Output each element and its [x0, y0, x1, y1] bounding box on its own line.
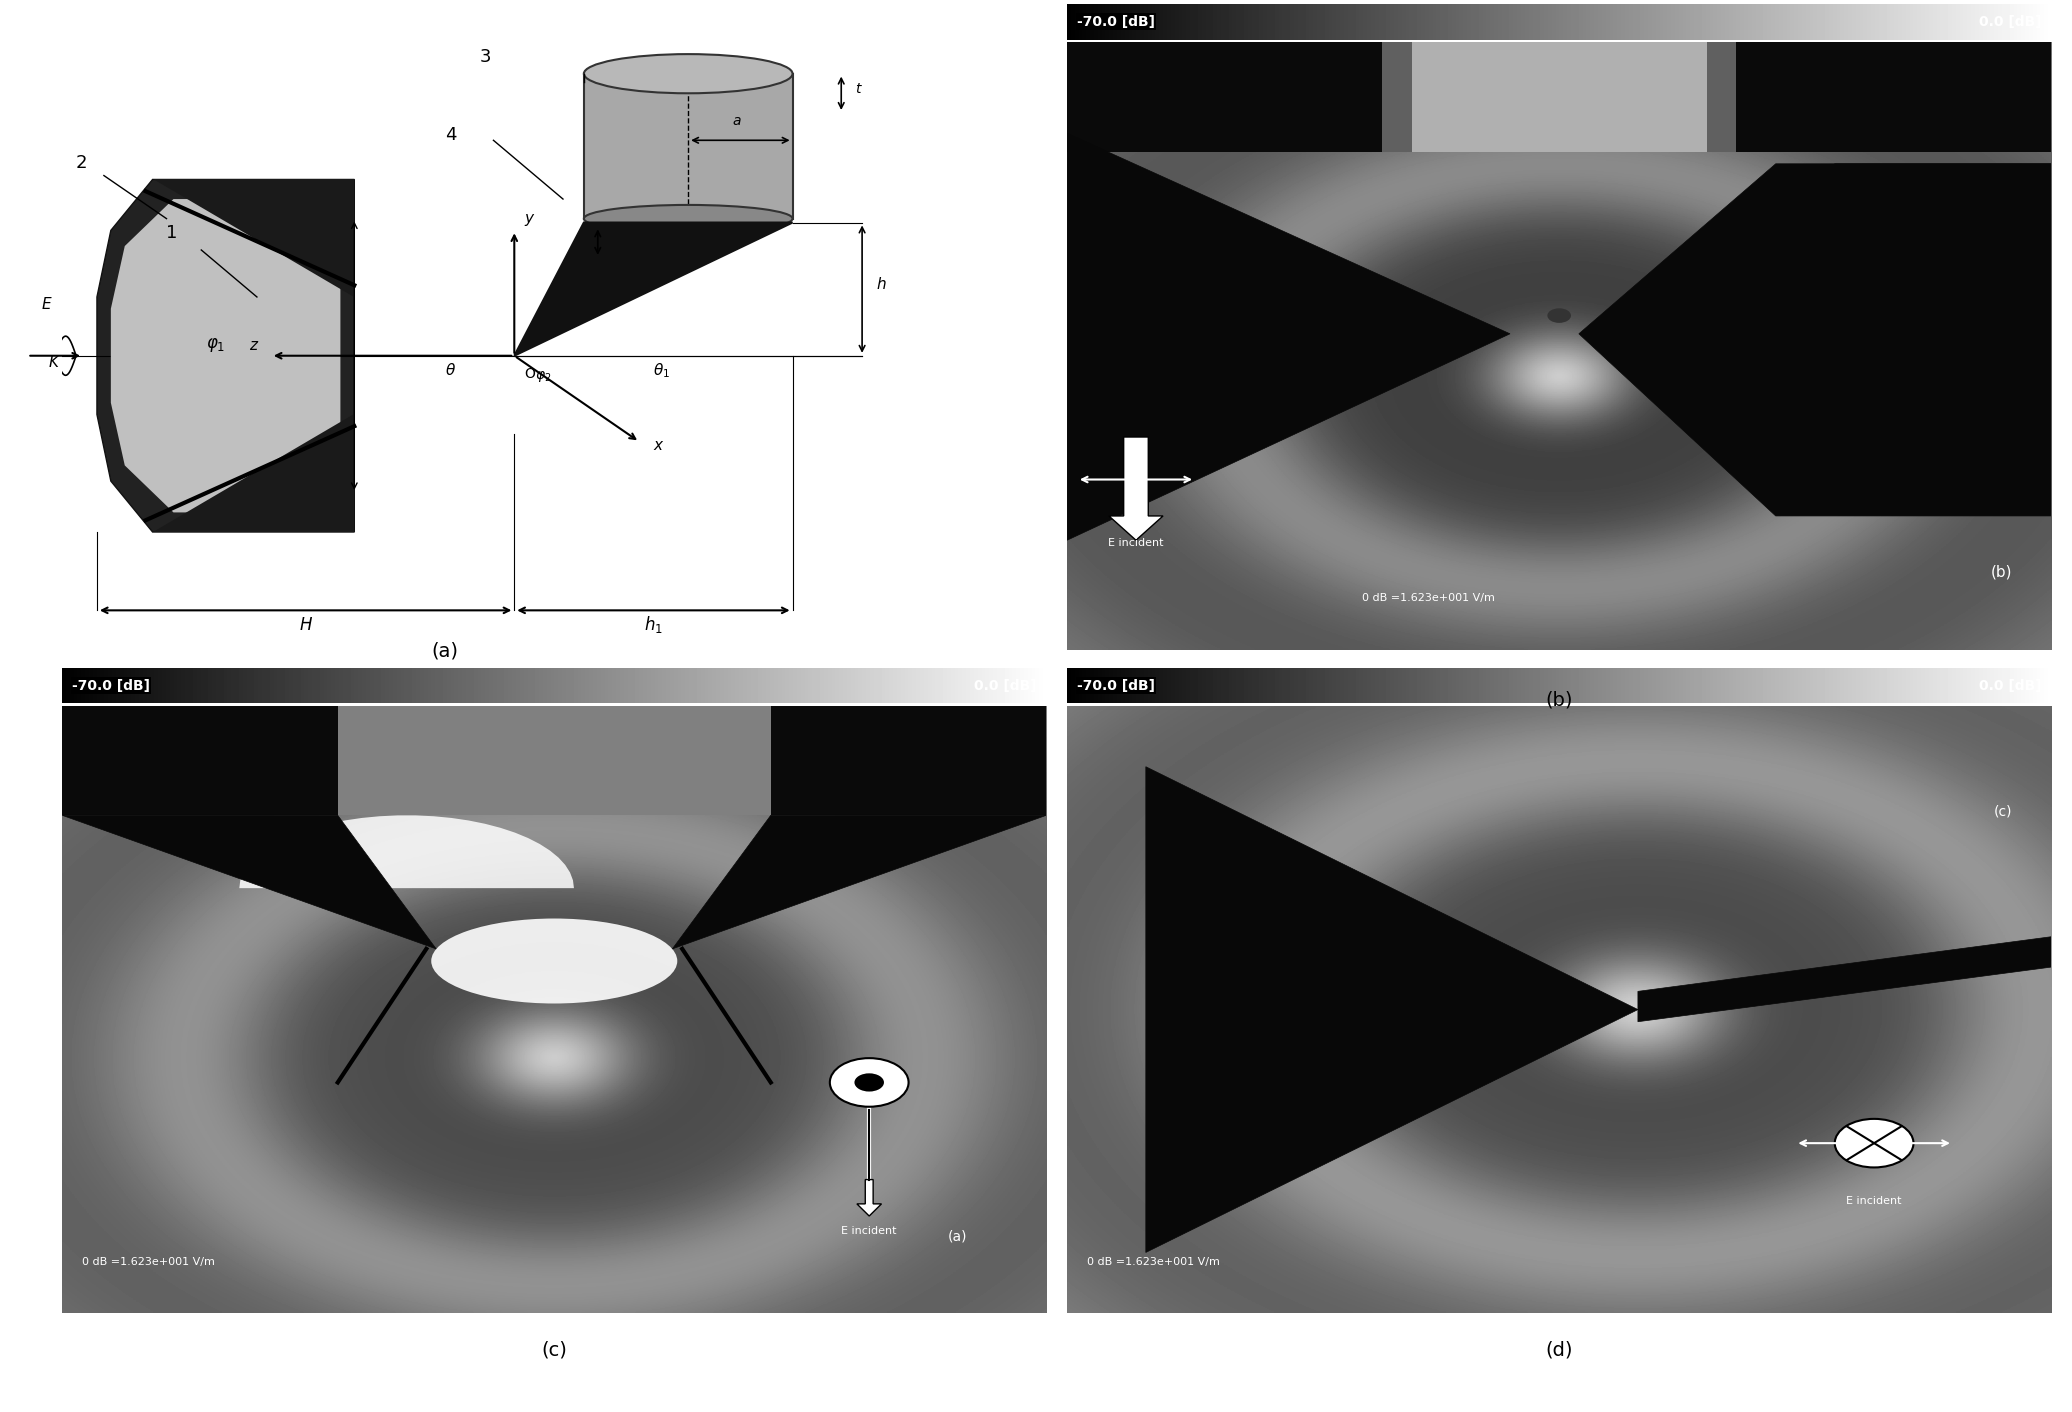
- Text: K: K: [48, 356, 58, 370]
- Text: (c): (c): [541, 1340, 568, 1360]
- Circle shape: [829, 1058, 908, 1107]
- Text: 0 dB =1.623e+001 V/m: 0 dB =1.623e+001 V/m: [1086, 1257, 1220, 1267]
- Text: 2: 2: [77, 154, 87, 172]
- Polygon shape: [338, 706, 771, 815]
- Text: E incident: E incident: [1846, 1196, 1902, 1206]
- Text: h: h: [876, 277, 885, 292]
- Text: 0 dB =1.623e+001 V/m: 0 dB =1.623e+001 V/m: [1363, 593, 1496, 603]
- Polygon shape: [1382, 42, 1736, 151]
- Polygon shape: [1146, 767, 1639, 1252]
- Polygon shape: [153, 415, 354, 532]
- Polygon shape: [514, 223, 792, 356]
- Polygon shape: [112, 199, 340, 513]
- Polygon shape: [1639, 164, 2051, 333]
- Text: 1: 1: [166, 225, 178, 243]
- Text: (a): (a): [949, 1230, 968, 1244]
- Polygon shape: [584, 73, 792, 219]
- Ellipse shape: [584, 54, 792, 93]
- Text: 0 dB =1.623e+001 V/m: 0 dB =1.623e+001 V/m: [83, 1257, 215, 1267]
- Text: (a): (a): [431, 641, 458, 661]
- Text: -70.0 [dB]: -70.0 [dB]: [73, 679, 149, 692]
- Text: -70.0 [dB]: -70.0 [dB]: [1077, 16, 1154, 28]
- Polygon shape: [238, 815, 702, 888]
- Text: t: t: [856, 82, 860, 96]
- Text: y: y: [524, 210, 535, 226]
- Text: $h_1$: $h_1$: [644, 614, 663, 635]
- Text: z: z: [249, 337, 257, 353]
- Polygon shape: [1639, 936, 2051, 1022]
- Polygon shape: [62, 706, 1046, 815]
- Ellipse shape: [431, 919, 678, 1004]
- Text: $\theta$: $\theta$: [445, 363, 456, 378]
- Text: $\varphi_1$: $\varphi_1$: [205, 336, 226, 354]
- Polygon shape: [671, 815, 1046, 949]
- Text: E incident: E incident: [841, 1226, 897, 1237]
- Text: (d): (d): [1546, 1340, 1573, 1360]
- Text: 0.0 [dB]: 0.0 [dB]: [974, 679, 1036, 692]
- Text: (c): (c): [1993, 805, 2012, 819]
- Text: $\theta_1$: $\theta_1$: [653, 361, 671, 380]
- Text: (b): (b): [1991, 565, 2012, 580]
- Text: x: x: [653, 438, 663, 453]
- Text: O: O: [524, 367, 535, 381]
- Circle shape: [1548, 308, 1571, 323]
- Text: 0.0 [dB]: 0.0 [dB]: [1979, 679, 2041, 692]
- Text: E: E: [41, 297, 52, 312]
- Text: 4: 4: [445, 126, 456, 144]
- Ellipse shape: [584, 205, 792, 233]
- Text: $\varphi_2$: $\varphi_2$: [535, 369, 551, 384]
- FancyArrow shape: [858, 1179, 881, 1216]
- Text: v: v: [535, 313, 543, 328]
- Polygon shape: [62, 815, 435, 949]
- Polygon shape: [1067, 134, 1510, 541]
- Text: T: T: [611, 232, 620, 246]
- Circle shape: [854, 1073, 885, 1091]
- Text: (b): (b): [1546, 690, 1573, 710]
- Text: 0.0 [dB]: 0.0 [dB]: [1979, 16, 2041, 28]
- Polygon shape: [1067, 42, 2051, 151]
- Text: -70.0 [dB]: -70.0 [dB]: [1077, 679, 1154, 692]
- Text: E incident: E incident: [1109, 538, 1164, 548]
- Polygon shape: [1411, 42, 1707, 151]
- FancyArrow shape: [1109, 438, 1162, 541]
- Text: a: a: [733, 113, 742, 127]
- Polygon shape: [1579, 164, 2051, 515]
- Polygon shape: [153, 179, 354, 297]
- Circle shape: [1836, 1118, 1915, 1168]
- Polygon shape: [97, 179, 354, 532]
- Text: 3: 3: [479, 48, 491, 66]
- Text: H: H: [298, 616, 313, 634]
